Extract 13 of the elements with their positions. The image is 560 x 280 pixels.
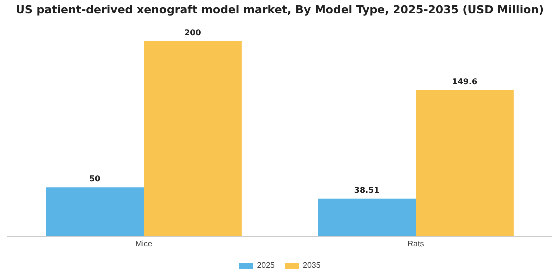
x-tick-label: Mice <box>136 239 153 248</box>
bar <box>318 198 416 236</box>
data-label: 200 <box>184 28 202 38</box>
legend-label: 2035 <box>303 261 322 270</box>
x-tick-label: Rats <box>408 239 424 248</box>
bar <box>46 188 144 236</box>
bar <box>144 41 242 236</box>
bar <box>416 90 514 236</box>
data-label: 50 <box>89 174 102 184</box>
chart-title: US patient-derived xenograft model market, By Model Type, 2025-2035 (USD Million) <box>16 3 544 16</box>
data-label: 149.6 <box>452 77 478 86</box>
data-label: 38.51 <box>354 186 380 195</box>
legend-label: 2025 <box>257 261 276 270</box>
